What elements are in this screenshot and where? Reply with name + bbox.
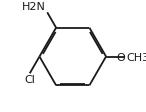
Text: CH3: CH3 xyxy=(126,52,146,62)
Text: O: O xyxy=(116,52,125,62)
Text: H2N: H2N xyxy=(22,2,46,12)
Text: Cl: Cl xyxy=(24,75,35,85)
